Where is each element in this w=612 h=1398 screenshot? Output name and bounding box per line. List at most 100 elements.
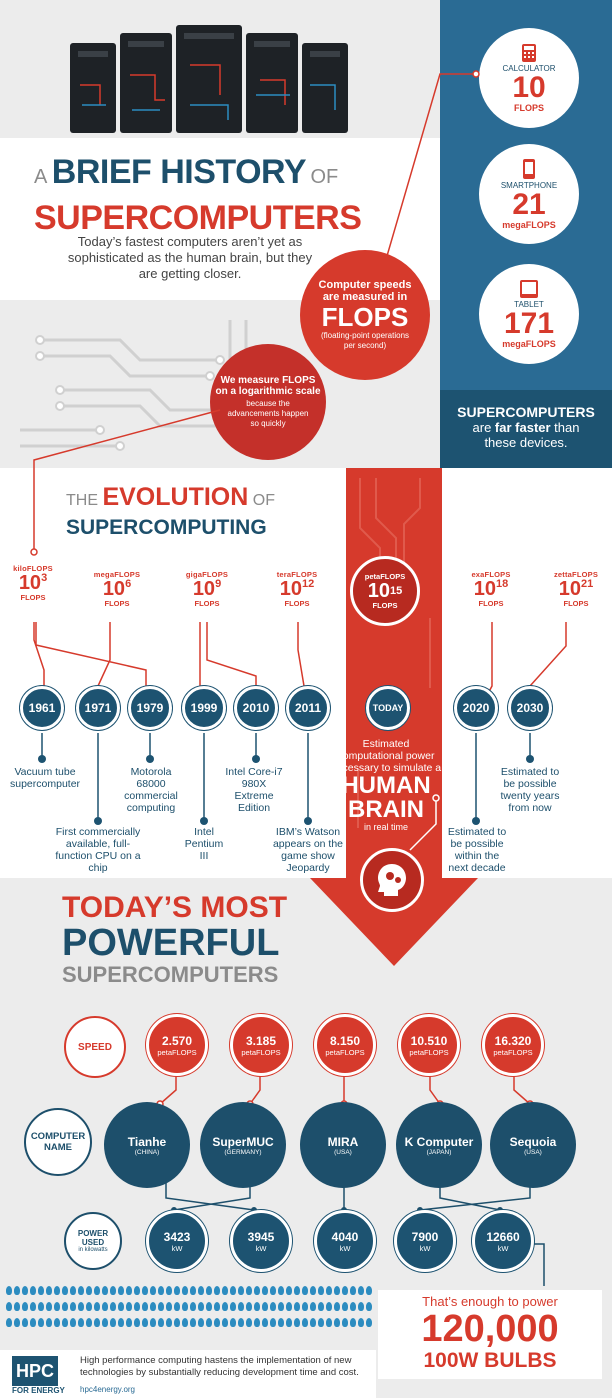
scale-unit: FLOPS — [478, 599, 504, 608]
bulbs-sub: 100W BULBS — [423, 1349, 557, 1372]
scale-unit: FLOPS — [372, 601, 398, 610]
lightbulb-icon — [222, 1286, 228, 1295]
lightbulb-icon — [190, 1286, 196, 1295]
speed-mira: 8.150 petaFLOPS — [314, 1014, 376, 1076]
lightbulb-icon — [246, 1286, 252, 1295]
scale-exp: 15 — [390, 585, 403, 597]
lightbulb-icon — [246, 1302, 252, 1311]
name-label-2: NAME — [44, 1142, 72, 1153]
computer-sequoia: Sequoia (USA) — [490, 1102, 576, 1188]
year-today: TODAY — [366, 686, 410, 730]
lightbulb-icon — [350, 1302, 356, 1311]
speed-unit: petaFLOPS — [493, 1047, 533, 1057]
device-unit: megaFLOPS — [502, 338, 556, 349]
power-label: POWER USED in kilowatts — [64, 1212, 122, 1270]
power-label-2: USED — [81, 1238, 105, 1247]
speed-unit: petaFLOPS — [157, 1047, 197, 1057]
lightbulb-icon — [94, 1318, 100, 1327]
power-unit: kW — [255, 1243, 267, 1253]
brain-line1: Estimated — [362, 738, 410, 750]
lightbulb-icon — [318, 1318, 324, 1327]
event-2030: Estimated to be possible twenty years fr… — [500, 766, 560, 814]
lightbulb-icon — [118, 1302, 124, 1311]
scale-exaflops: exaFLOPS 1018 FLOPS — [466, 570, 516, 608]
scale-exp: 6 — [125, 578, 132, 590]
lightbulb-icon — [278, 1286, 284, 1295]
footer-url[interactable]: hpc4energy.org — [80, 1385, 135, 1394]
lightbulb-icon — [206, 1286, 212, 1295]
lightbulb-icon — [166, 1286, 172, 1295]
scale-base: 10 — [18, 572, 42, 594]
device-calculator: CALCULATOR 10 FLOPS — [479, 28, 579, 128]
event-1979: Motorola 68000 commercial computing — [124, 766, 178, 814]
power-k-computer: 7900 kW — [394, 1210, 456, 1272]
lightbulb-icon — [46, 1302, 52, 1311]
log-line1: We measure FLOPS — [220, 375, 316, 386]
lightbulb-icon — [70, 1286, 76, 1295]
lightbulb-icon — [214, 1302, 220, 1311]
scale-label: kiloFLOPS — [13, 564, 53, 573]
speed-unit: petaFLOPS — [409, 1047, 449, 1057]
lightbulb-icon — [334, 1286, 340, 1295]
lightbulb-icon — [142, 1286, 148, 1295]
power-unit: kW — [171, 1243, 183, 1253]
power-label-1: POWER — [77, 1229, 109, 1238]
log-bubble: We measure FLOPS on a logarithmic scale … — [210, 344, 326, 460]
lightbulb-icon — [222, 1318, 228, 1327]
device-unit: megaFLOPS — [502, 219, 556, 230]
computer-k-computer: K Computer (JAPAN) — [396, 1102, 482, 1188]
evolution-supercomputing: SUPERCOMPUTING — [66, 516, 267, 539]
lightbulb-icon — [350, 1318, 356, 1327]
log-line2: on a logarithmic scale — [215, 386, 321, 397]
scale-unit: FLOPS — [563, 599, 589, 608]
lightbulb-icon — [102, 1302, 108, 1311]
lightbulb-icon — [238, 1286, 244, 1295]
lightbulb-icon — [166, 1302, 172, 1311]
lightbulb-icon — [110, 1286, 116, 1295]
lightbulb-icon — [126, 1286, 132, 1295]
lightbulb-icon — [78, 1302, 84, 1311]
lightbulb-icon — [54, 1302, 60, 1311]
bulbs-line1: That’s enough to power — [422, 1294, 558, 1309]
lightbulb-icon — [38, 1286, 44, 1295]
lightbulb-icon — [262, 1318, 268, 1327]
computer-name-label: COMPUTER NAME — [24, 1108, 92, 1176]
devices-summary: SUPERCOMPUTERS are far faster than these… — [440, 404, 612, 450]
event-2020: Estimated to be possible within the next… — [447, 826, 507, 874]
flops-line2: are measured in — [322, 291, 408, 303]
speed-label: SPEED — [64, 1016, 126, 1078]
evolution-the: THE — [66, 492, 98, 509]
lightbulb-icon — [70, 1302, 76, 1311]
lightbulb-icon — [158, 1286, 164, 1295]
power-value: 7900 — [411, 1229, 439, 1244]
powerful-title: TODAY’S MOST POWERFUL SUPERCOMPUTERS — [62, 892, 287, 988]
evolution-word: EVOLUTION — [102, 483, 249, 511]
lightbulb-icon — [206, 1318, 212, 1327]
lightbulb-icon — [246, 1318, 252, 1327]
scale-gigaflops: gigaFLOPS 109 FLOPS — [182, 570, 232, 608]
connector-devices — [379, 70, 480, 281]
computer-country: (GERMANY) — [224, 1148, 262, 1156]
scale-unit: FLOPS — [104, 599, 130, 608]
scale-teraflops: teraFLOPS 1012 FLOPS — [270, 570, 324, 608]
lightbulb-icon — [206, 1302, 212, 1311]
timeline-stems — [38, 733, 534, 825]
lightbulb-icon — [94, 1286, 100, 1295]
lightbulb-icon — [30, 1318, 36, 1327]
speed-unit: petaFLOPS — [241, 1047, 281, 1057]
lightbulb-icon — [158, 1302, 164, 1311]
lightbulb-icon — [174, 1302, 180, 1311]
title-brief-history: BRIEF HISTORY — [51, 153, 307, 191]
lightbulb-icon — [358, 1286, 364, 1295]
bulbs-big: 120,000 — [421, 1308, 559, 1350]
calculator-icon — [522, 43, 536, 62]
speed-value: 2.570 — [161, 1033, 193, 1048]
lightbulb-icon — [182, 1318, 188, 1327]
intro-text: Today’s fastest computers aren’t yet as … — [67, 234, 313, 281]
lightbulb-icon — [150, 1286, 156, 1295]
scale-unit: FLOPS — [20, 593, 46, 602]
device-name: CALCULATOR — [502, 63, 556, 73]
year-1961: 1961 — [20, 686, 64, 730]
lightbulb-icon — [286, 1302, 292, 1311]
lightbulb-icon — [214, 1318, 220, 1327]
